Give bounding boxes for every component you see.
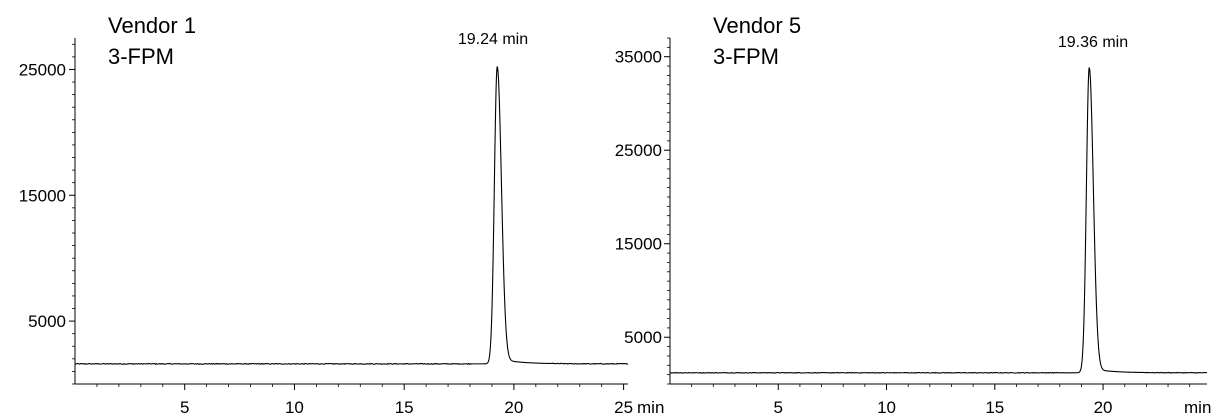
peak-label: 19.24 min	[458, 31, 528, 48]
series-line	[669, 66, 1208, 374]
x-tick-label: 25	[614, 398, 633, 417]
x-tick-label: 10	[877, 398, 896, 417]
x-unit-label: min	[637, 398, 664, 417]
y-tick-label: 15000	[615, 235, 662, 254]
series-line	[74, 66, 629, 366]
chart-title: Vendor 5	[713, 13, 801, 38]
peak-label: 19.36 min	[1058, 34, 1128, 51]
y-tick-label: 35000	[615, 48, 662, 67]
x-tick-label: 15	[985, 398, 1004, 417]
chart-panel-vendor-5: Vendor 5 3-FPM 5000 15000 25000 35000 5 10 15…	[615, 13, 1212, 417]
y-tick-label: 25000	[615, 141, 662, 160]
x-tick-label: 20	[504, 398, 523, 417]
x-unit-label: min	[1184, 398, 1211, 417]
y-tick-label: 15000	[19, 186, 66, 205]
x-tick-label: 5	[180, 398, 189, 417]
chart-subtitle: 3-FPM	[108, 44, 174, 69]
chart-title: Vendor 1	[108, 13, 196, 38]
y-tick-label: 5000	[28, 312, 66, 331]
x-tick-label: 15	[395, 398, 414, 417]
x-tick-label: 5	[774, 398, 783, 417]
y-tick-label: 5000	[624, 328, 662, 347]
chart-subtitle: 3-FPM	[713, 44, 779, 69]
x-tick-label: 10	[285, 398, 304, 417]
x-tick-label: 20	[1094, 398, 1113, 417]
y-tick-label: 25000	[19, 60, 66, 79]
